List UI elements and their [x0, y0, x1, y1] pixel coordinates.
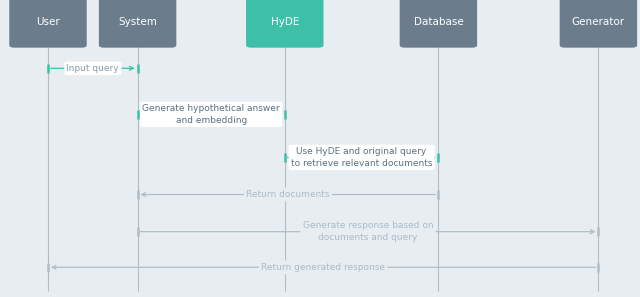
- FancyBboxPatch shape: [9, 0, 87, 48]
- Text: Generate response based on
documents and query: Generate response based on documents and…: [303, 221, 433, 242]
- FancyBboxPatch shape: [246, 0, 324, 48]
- FancyBboxPatch shape: [99, 0, 177, 48]
- Text: HyDE: HyDE: [271, 17, 299, 27]
- FancyBboxPatch shape: [560, 0, 637, 48]
- Text: Return generated response: Return generated response: [261, 263, 385, 272]
- Text: Return documents: Return documents: [246, 190, 330, 199]
- Text: Use HyDE and original query
to retrieve relevant documents: Use HyDE and original query to retrieve …: [291, 147, 433, 168]
- FancyBboxPatch shape: [400, 0, 477, 48]
- Text: Input query: Input query: [67, 64, 119, 73]
- Text: Generate hypothetical answer
and embedding: Generate hypothetical answer and embeddi…: [142, 104, 280, 125]
- Text: System: System: [118, 17, 157, 27]
- Text: User: User: [36, 17, 60, 27]
- Text: Generator: Generator: [572, 17, 625, 27]
- Text: Database: Database: [413, 17, 463, 27]
